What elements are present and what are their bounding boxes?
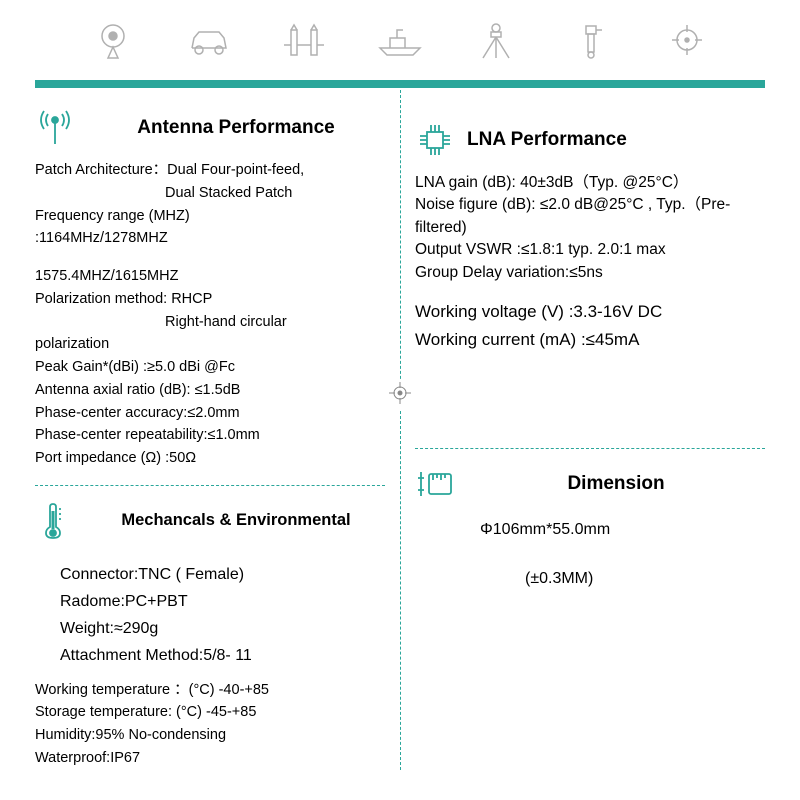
spacer — [35, 251, 385, 265]
left-column: Antenna Performance Patch Architecture：D… — [35, 108, 400, 771]
left-divider — [35, 485, 385, 486]
environmental-specs: Working temperature ：(°C) -40-+85 Storag… — [35, 680, 385, 770]
ruler-icon — [415, 464, 455, 504]
antenna-specs: Patch Architecture：Dual Four-point-feed,… — [35, 160, 385, 470]
spec-radome: Radome:PC+PBT — [60, 588, 385, 615]
spec-lna-delay: Group Delay variation:≤5ns — [415, 262, 765, 284]
thermometer-icon — [35, 501, 75, 541]
spec-lna-gain: LNA gain (dB): 40±3dB（Typ. @25°C） — [415, 172, 765, 194]
bridge-icon — [279, 20, 329, 60]
spec-axial-ratio: Antenna axial ratio (dB): ≤1.5dB — [35, 380, 385, 402]
sensor-icon — [566, 20, 616, 60]
spec-storage-temp: Storage temperature: (°C) -45-+85 — [35, 702, 385, 724]
spec-peak-gain: Peak Gain*(dBi) :≥5.0 dBi @Fc — [35, 357, 385, 379]
spec-polarization-2: Right-hand circular — [35, 312, 385, 334]
right-divider — [415, 448, 765, 449]
location-icon — [88, 20, 138, 60]
tripod-icon — [471, 20, 521, 60]
vertical-divider — [400, 80, 401, 770]
antenna-header: Antenna Performance — [35, 108, 385, 148]
dimension-value: Φ106mm*55.0mm — [415, 516, 765, 543]
lna-power: Working voltage (V) :3.3-16V DC Working … — [415, 298, 765, 352]
mechanical-title: Mechancals & Environmental — [87, 511, 385, 530]
top-icon-row — [35, 10, 765, 75]
spec-lna-vswr: Output VSWR :≤1.8:1 typ. 2.0:1 max — [415, 239, 765, 261]
lna-header: LNA Performance — [415, 120, 765, 160]
center-crosshair-icon — [386, 379, 414, 411]
lna-specs: LNA gain (dB): 40±3dB（Typ. @25°C） Noise … — [415, 172, 765, 284]
lna-title: LNA Performance — [467, 129, 627, 151]
dimension-tolerance: (±0.3MM) — [415, 565, 765, 592]
spec-freq-1: :1164MHz/1278MHZ — [35, 228, 385, 250]
chip-icon — [415, 120, 455, 160]
antenna-icon — [35, 108, 75, 148]
spec-phase-acc: Phase-center accuracy:≤2.0mm — [35, 403, 385, 425]
spec-voltage: Working voltage (V) :3.3-16V DC — [415, 298, 765, 325]
spec-polarization-3: polarization — [35, 334, 385, 356]
spec-attachment: Attachment Method:5/8- 11 — [60, 642, 385, 669]
spec-freq-2: 1575.4MHZ/1615MHZ — [35, 266, 385, 288]
spec-port-imp: Port impedance (Ω) :50Ω — [35, 448, 385, 470]
dimension-title: Dimension — [467, 473, 765, 495]
mechanical-header: Mechancals & Environmental — [35, 501, 385, 541]
spec-freq-label: Frequency range (MHZ) — [35, 206, 385, 228]
crosshair-icon — [662, 20, 712, 60]
spec-polarization: Polarization method: RHCP — [35, 289, 385, 311]
spec-weight: Weight:≈290g — [60, 615, 385, 642]
car-icon — [184, 20, 234, 60]
spec-humidity: Humidity:95% No-condensing — [35, 725, 385, 747]
spec-patch-arch-2: Dual Stacked Patch — [35, 183, 385, 205]
spec-lna-noise: Noise figure (dB): ≤2.0 dB@25°C , Typ.（P… — [415, 194, 765, 239]
spec-waterproof: Waterproof:IP67 — [35, 748, 385, 770]
mechanical-specs: Connector:TNC ( Female) Radome:PC+PBT We… — [35, 553, 385, 680]
ship-icon — [375, 20, 425, 60]
antenna-title: Antenna Performance — [87, 117, 385, 139]
spacer — [415, 284, 765, 298]
spec-work-temp: Working temperature ：(°C) -40-+85 — [35, 680, 385, 702]
spec-current: Working current (mA) :≤45mA — [415, 326, 765, 353]
right-column: LNA Performance LNA gain (dB): 40±3dB（Ty… — [400, 108, 765, 771]
spec-phase-rep: Phase-center repeatability:≤1.0mm — [35, 425, 385, 447]
dimension-header: Dimension — [415, 464, 765, 504]
spec-connector: Connector:TNC ( Female) — [60, 561, 385, 588]
spec-patch-arch: Patch Architecture：Dual Four-point-feed, — [35, 160, 385, 182]
